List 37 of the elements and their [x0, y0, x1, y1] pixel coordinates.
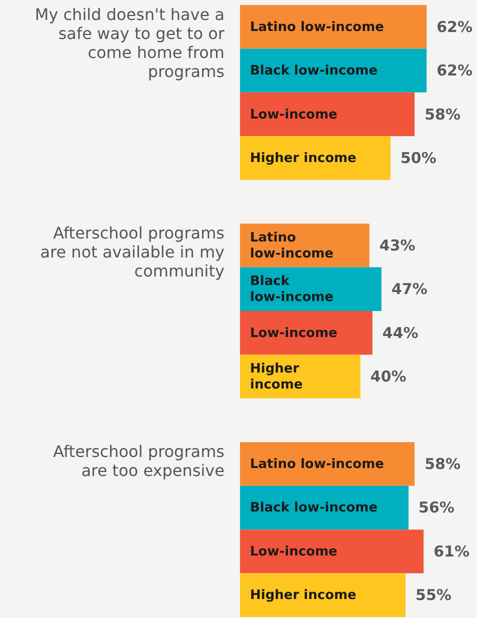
data-label: 56% [418, 498, 454, 517]
series-label: Latino low-income [250, 230, 334, 262]
y-tick-label: My child doesn't have a safe way to get to or come home from programs [34, 5, 225, 81]
bar [240, 92, 415, 136]
data-label: 40% [370, 368, 406, 386]
data-label: 43% [379, 236, 416, 254]
series-label: Black low-income [250, 274, 334, 306]
data-label: 58% [424, 105, 460, 124]
bar [240, 486, 409, 530]
data-label: 62% [436, 62, 473, 80]
data-label: 62% [436, 18, 473, 36]
bar [240, 354, 360, 398]
bar [240, 48, 427, 92]
text: Low-income [250, 544, 338, 560]
data-label: 58% [424, 455, 460, 473]
text: Higher income [250, 588, 356, 604]
data-label: 47% [391, 280, 428, 298]
text: Latino low-income [250, 20, 384, 35]
data-label: 61% [434, 542, 470, 560]
bar [240, 442, 415, 486]
y-tick-label: Afterschool programs are too expensive [53, 442, 224, 480]
text: Black low-income [250, 64, 378, 79]
series-label: Low-income [250, 107, 338, 122]
bar [240, 136, 390, 180]
data-label: 44% [382, 324, 418, 342]
text: Black low-income [250, 500, 378, 516]
bar [240, 530, 424, 574]
text: Higher income [250, 151, 356, 166]
bar [240, 311, 372, 355]
bar [240, 573, 406, 617]
bar [240, 5, 427, 49]
data-label: 50% [400, 149, 436, 167]
text: Latino low-income [250, 457, 384, 472]
y-tick-label: Afterschool programs are not available in my community [40, 224, 224, 281]
data-label: 55% [416, 586, 452, 604]
series-label: Higher income [250, 362, 303, 393]
text: Low-income [250, 326, 338, 341]
